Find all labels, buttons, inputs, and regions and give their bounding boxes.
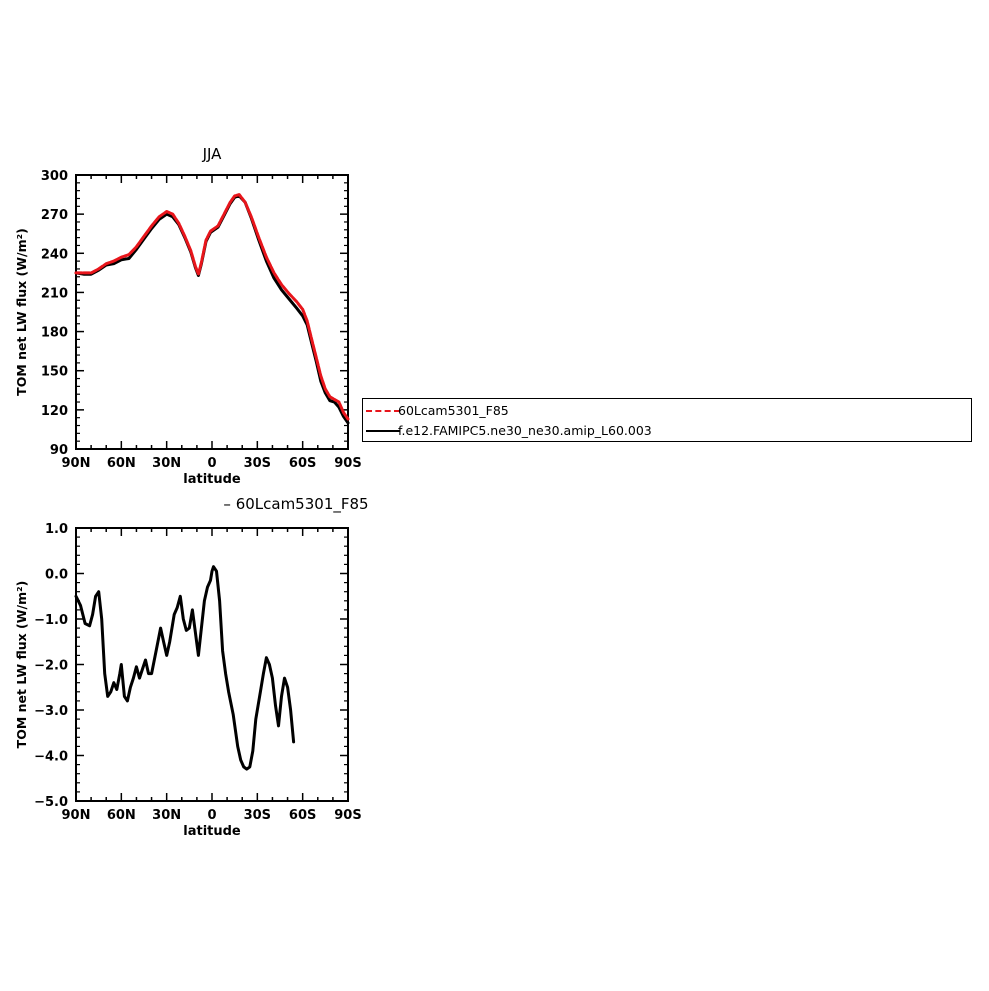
legend-entry-series-2: f.e12.FAMIPC5.ne30_ne30.amip_L60.003	[363, 421, 971, 441]
x-tick-label: 30S	[244, 808, 271, 823]
legend-swatch-red-dashed	[366, 410, 400, 412]
series-line-1	[74, 193, 350, 421]
y-tick-label: 180	[41, 326, 68, 341]
x-tick-label: 0	[207, 808, 216, 823]
y-tick-label: 1.0	[45, 522, 68, 537]
y-tick-label: 270	[41, 208, 68, 223]
x-tick-label: 60S	[289, 456, 316, 471]
plot-frame	[75, 174, 349, 450]
legend-label-series-1: 60Lcam5301_F85	[398, 403, 509, 418]
x-tick-label: 60N	[107, 808, 136, 823]
y-tick-label: 120	[41, 404, 68, 419]
x-tick-label: 90S	[334, 456, 361, 471]
legend-entry-series-1: 60Lcam5301_F85	[363, 401, 971, 421]
legend: 60Lcam5301_F85 f.e12.FAMIPC5.ne30_ne30.a…	[362, 398, 972, 442]
x-tick-label: 30N	[152, 456, 181, 471]
y-axis-label: TOM net LW flux (W/m²)	[14, 581, 29, 749]
x-tick-label: 90S	[334, 808, 361, 823]
y-tick-label: −3.0	[34, 704, 68, 719]
x-tick-label: 90N	[62, 456, 91, 471]
y-tick-label: 210	[41, 286, 68, 301]
y-axis-label: TOM net LW flux (W/m²)	[14, 228, 29, 396]
legend-swatch-black-solid	[366, 430, 400, 432]
chart-title: JJA	[202, 145, 223, 163]
y-tick-label: 300	[41, 169, 68, 184]
y-tick-label: 90	[50, 443, 68, 458]
legend-label-series-2: f.e12.FAMIPC5.ne30_ne30.amip_L60.003	[398, 423, 652, 438]
y-tick-label: 150	[41, 365, 68, 380]
y-tick-label: −5.0	[34, 795, 68, 810]
chart-panel-1: 90N 60N 30N 0 30S 60S 90S 90 120 150 180 210 240 270 3…	[14, 145, 362, 487]
x-tick-label: 60S	[289, 808, 316, 823]
chart-title: – 60Lcam5301_F85	[223, 495, 368, 514]
x-axis-label: latitude	[183, 824, 241, 839]
x-tick-label: 0	[207, 456, 216, 471]
x-tick-label: 60N	[107, 456, 136, 471]
y-tick-label: 240	[41, 247, 68, 262]
chart-panel-2: 90N 60N 30N 0 30S 60S 90S −5.0 −4.0 −3.0 −2.0 −1.0 0…	[14, 495, 369, 839]
x-tick-label: 30S	[244, 456, 271, 471]
y-tick-label: 0.0	[45, 568, 68, 583]
x-axis-label: latitude	[183, 472, 241, 487]
x-tick-label: 30N	[152, 808, 181, 823]
x-tick-label: 90N	[62, 808, 91, 823]
y-tick-label: −4.0	[34, 750, 68, 765]
y-tick-label: −1.0	[34, 613, 68, 628]
series-line-1	[74, 565, 296, 771]
y-tick-label: −2.0	[34, 659, 68, 674]
